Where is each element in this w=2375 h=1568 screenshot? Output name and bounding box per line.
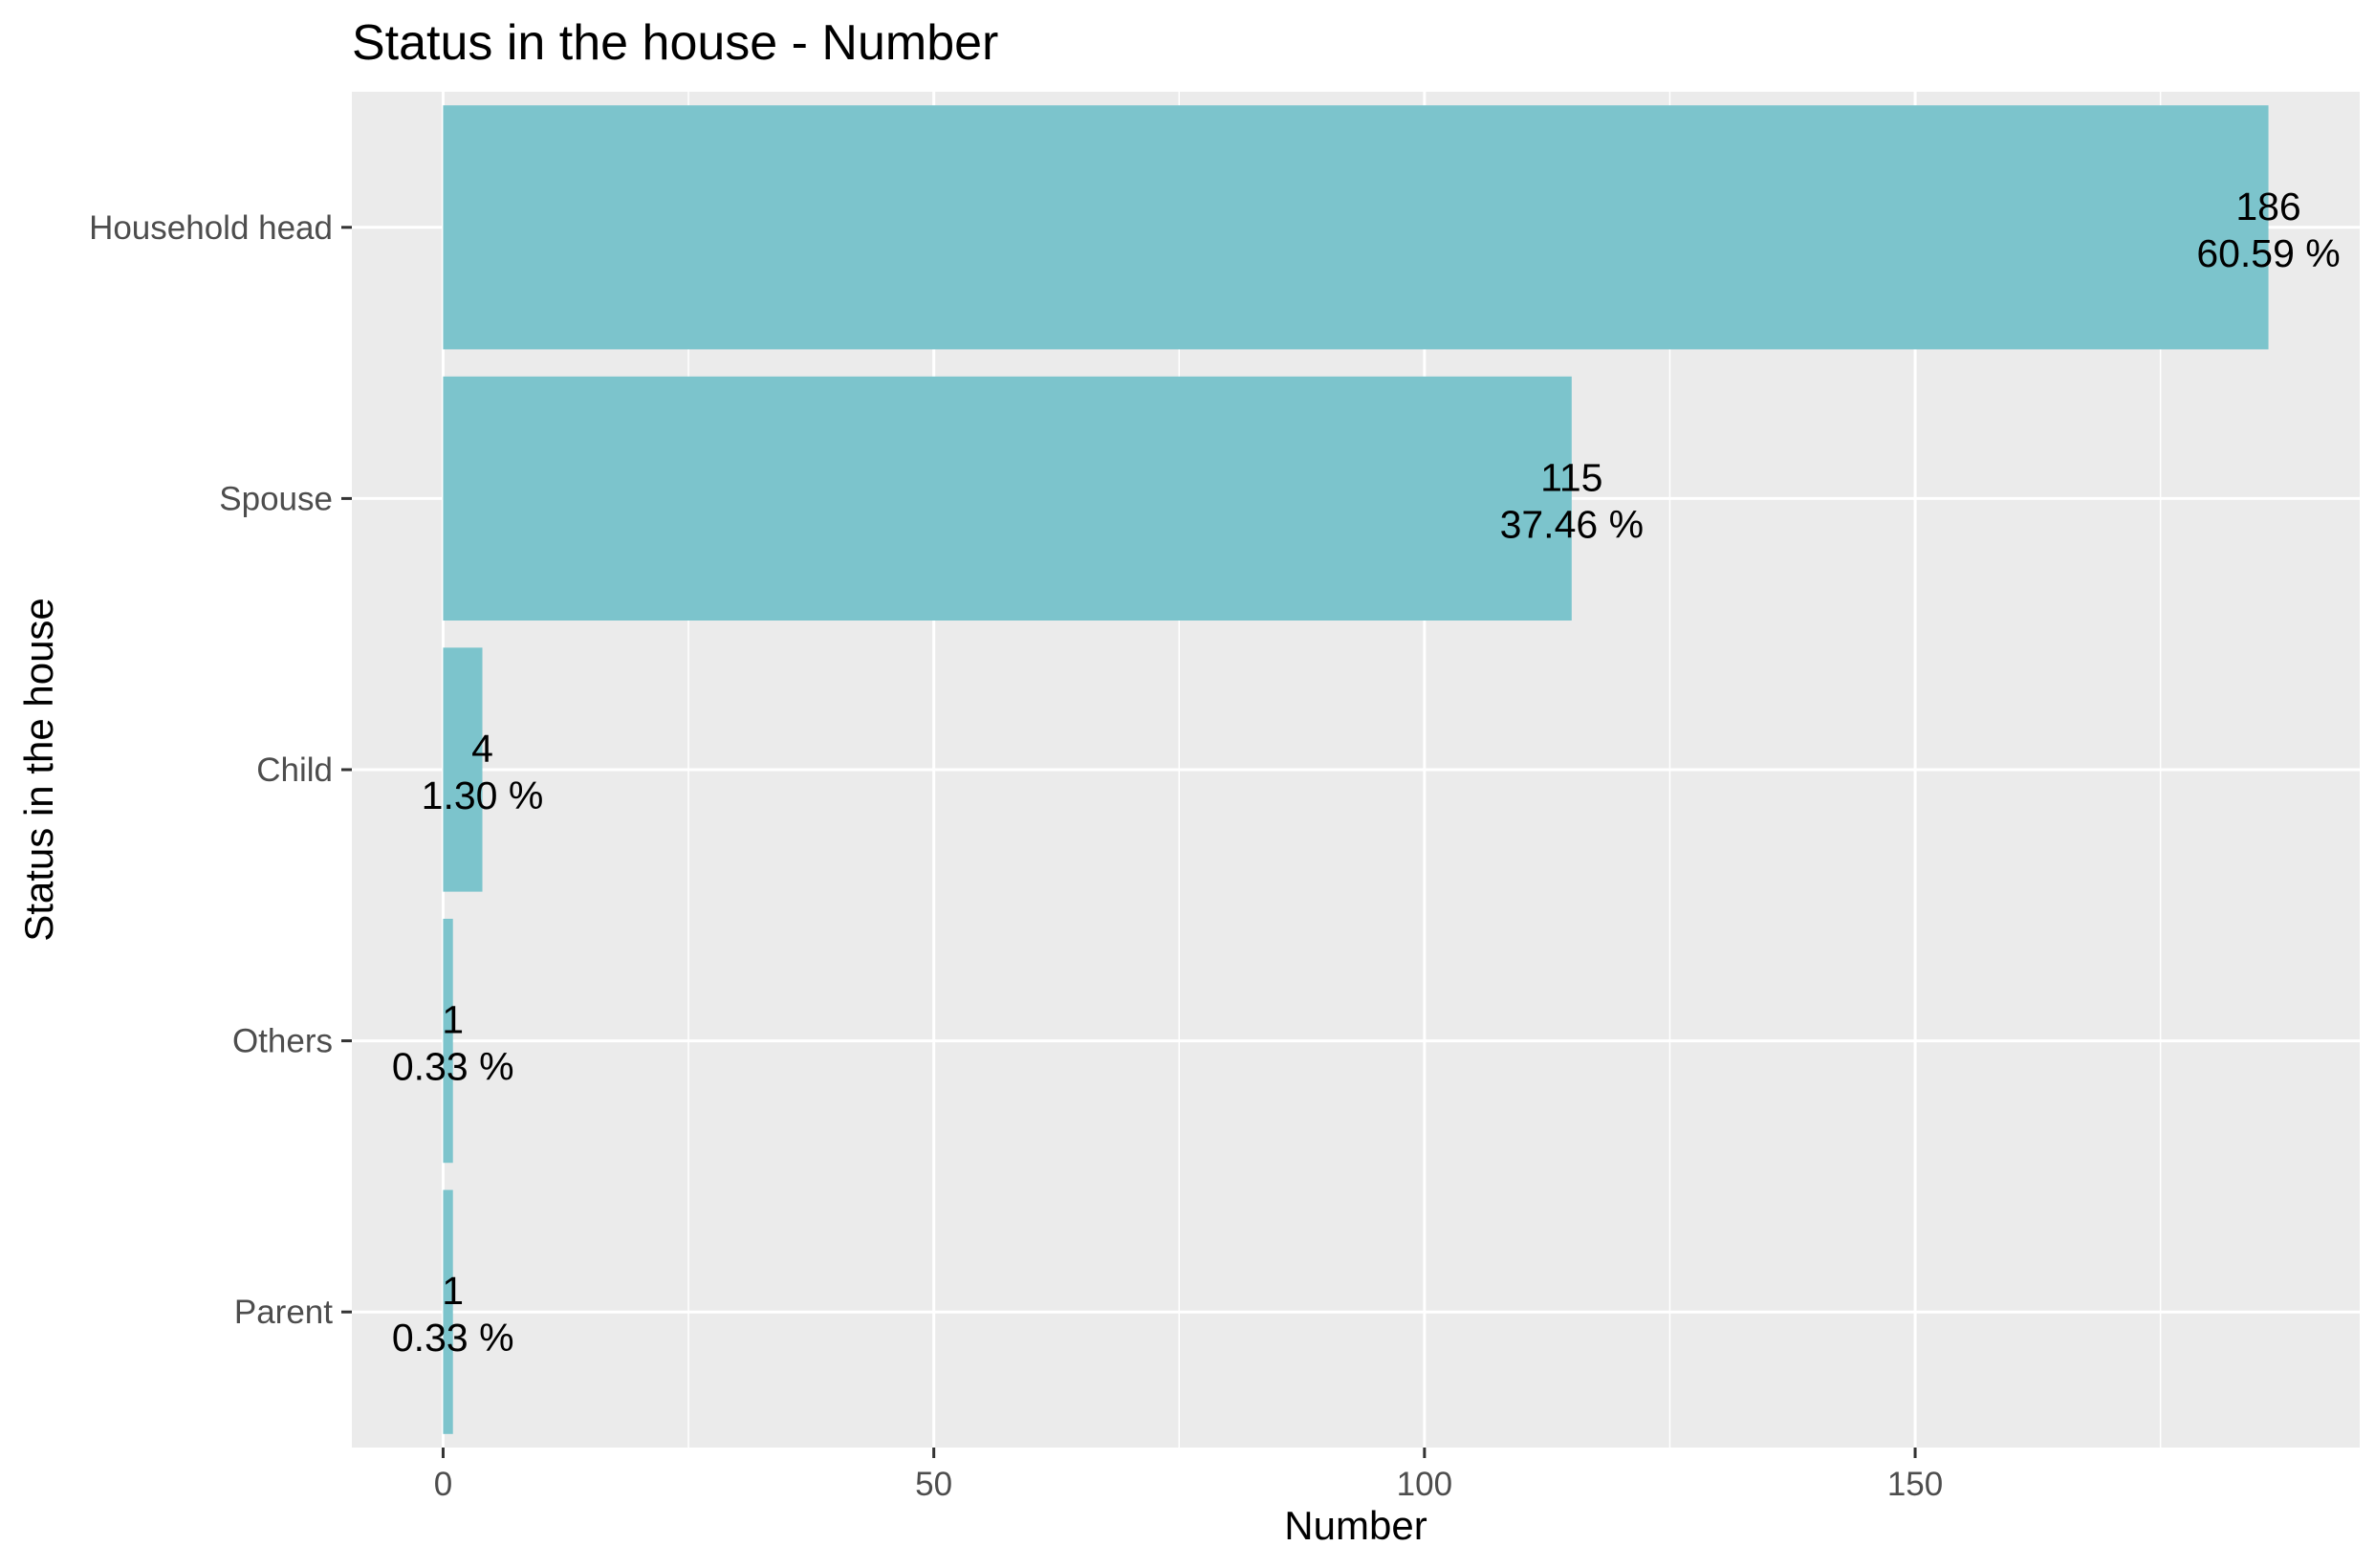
x-tick-label: 50 xyxy=(915,1466,952,1503)
data-label-count: 4 xyxy=(471,727,493,771)
bar xyxy=(443,918,453,1164)
y-axis-title: Status in the house xyxy=(16,598,61,942)
x-axis: 0 50 100 150 xyxy=(434,1448,1943,1503)
data-label: 4 1.30 % xyxy=(422,727,544,817)
data-label: 1 0.33 % xyxy=(392,1269,514,1360)
data-label-percent: 60.59 % xyxy=(2196,231,2340,275)
data-labels: 186 60.59 %115 37.46 %4 1.30 %1 0.33 %1 0.33 … xyxy=(392,185,2341,1360)
x-tick-label: 0 xyxy=(434,1466,452,1503)
y-tick-label: Spouse xyxy=(219,480,333,517)
x-tick-label: 150 xyxy=(1887,1466,1943,1503)
y-axis: Household head Spouse Child Others Parent xyxy=(89,209,352,1331)
data-label: 1 0.33 % xyxy=(392,998,514,1089)
data-label: 186 60.59 % xyxy=(2196,185,2340,275)
x-tick-label: 100 xyxy=(1397,1466,1452,1503)
data-label-percent: 37.46 % xyxy=(1500,502,1644,546)
bar xyxy=(443,1189,453,1434)
data-label-percent: 0.33 % xyxy=(392,1045,514,1089)
bars xyxy=(443,105,2269,1434)
chart-title: Status in the house - Number xyxy=(352,15,998,71)
data-label-percent: 0.33 % xyxy=(392,1316,514,1360)
y-tick-label: Household head xyxy=(89,209,333,247)
y-tick-label: Parent xyxy=(234,1294,333,1331)
x-axis-title: Number xyxy=(1284,1503,1427,1548)
y-tick-label: Child xyxy=(256,751,333,789)
bar xyxy=(443,105,2269,350)
data-label-count: 186 xyxy=(2235,185,2300,229)
data-label-count: 1 xyxy=(442,998,464,1042)
bar xyxy=(443,376,1572,621)
bar xyxy=(443,647,483,892)
data-label-count: 115 xyxy=(1540,455,1602,499)
y-tick-label: Others xyxy=(232,1023,333,1060)
data-label-percent: 1.30 % xyxy=(422,773,544,817)
data-label-count: 1 xyxy=(442,1269,464,1313)
data-label: 115 37.46 % xyxy=(1500,455,1644,546)
